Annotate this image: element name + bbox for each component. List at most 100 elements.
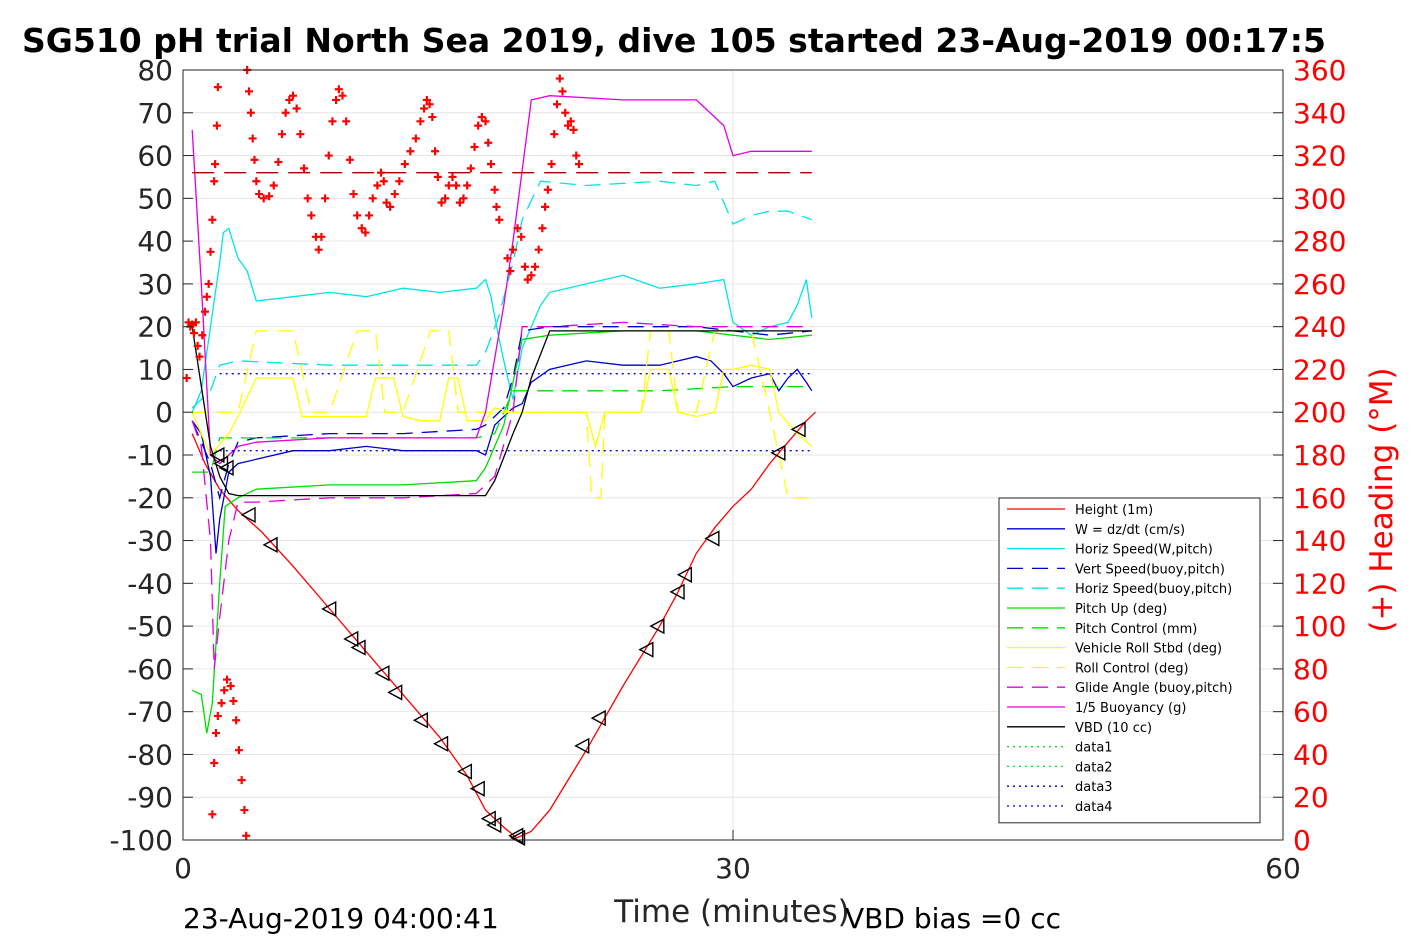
heading-point <box>232 716 241 725</box>
right-tick-label: 320 <box>1293 140 1346 173</box>
heading-point <box>495 215 504 224</box>
profile-marker <box>469 780 485 797</box>
profile-marker <box>790 421 806 438</box>
legend-label: data2 <box>1075 760 1113 775</box>
series-roll-control-deg- <box>192 330 812 499</box>
heading-point <box>193 341 202 350</box>
left-tick-label: -20 <box>127 482 173 515</box>
profile-marker <box>209 446 225 464</box>
heading-point <box>531 262 539 271</box>
profile-marker <box>480 810 496 827</box>
left-tick-label: -50 <box>127 610 173 643</box>
left-tick-label: 30 <box>137 268 173 301</box>
x-axis-ticks: 0 30 60 <box>174 830 1301 885</box>
right-tick-label: 20 <box>1293 781 1329 814</box>
heading-point <box>425 100 434 109</box>
profile-marker <box>343 630 359 648</box>
profile-marker <box>510 829 526 847</box>
left-tick-label: -30 <box>127 525 173 558</box>
series-layer <box>191 95 816 839</box>
profile-marker <box>486 816 502 834</box>
profile-marker <box>240 506 256 524</box>
left-tick-label: -100 <box>109 824 173 857</box>
heading-point <box>513 224 522 233</box>
heading-point <box>265 192 274 201</box>
right-tick-label: 100 <box>1293 610 1346 643</box>
heading-point <box>342 117 351 126</box>
legend-label: data4 <box>1075 800 1113 815</box>
right-tick-label: 80 <box>1293 653 1329 686</box>
left-tick-label: 60 <box>137 140 173 173</box>
heading-point <box>289 91 297 100</box>
right-tick-label: 200 <box>1293 396 1346 429</box>
heading-point <box>198 331 207 340</box>
heading-point <box>377 168 385 177</box>
x-tick-label: 30 <box>715 852 751 885</box>
profile-marker <box>508 827 524 844</box>
series-horiz-speed-w-pitch- <box>191 227 813 413</box>
series-height-1m- <box>191 411 816 839</box>
heading-point <box>332 95 341 104</box>
series-vert-speed-buoy-pitch- <box>191 326 812 501</box>
heading-point <box>285 95 294 104</box>
heading-point <box>229 696 238 705</box>
right-axis-ticks: 0 20 40 60 80 100 120 140 160 180 200 220 240 260 280 3… <box>1273 54 1346 857</box>
heading-point <box>420 104 429 113</box>
heading-point <box>226 682 235 690</box>
heading-point <box>441 194 450 203</box>
right-tick-label: 60 <box>1293 696 1329 729</box>
series-1-5-buoyancy-g- <box>191 95 812 465</box>
heading-point <box>466 164 475 173</box>
heading-point <box>217 699 226 708</box>
profile-marker <box>412 712 429 729</box>
heading-point <box>484 138 493 147</box>
heading-point <box>296 130 305 139</box>
heading-point <box>543 185 552 194</box>
right-tick-label: 340 <box>1293 97 1346 130</box>
heading-point <box>474 121 483 130</box>
heading-point <box>566 117 575 126</box>
heading-point <box>250 155 259 164</box>
heading-point <box>208 215 217 224</box>
heading-point <box>553 100 561 109</box>
legend-label: 1/5 Buoyancy (g) <box>1075 701 1186 716</box>
heading-point <box>411 134 420 143</box>
legend-box <box>998 497 1261 824</box>
legend-label: Glide Angle (buoy,pitch) <box>1075 681 1233 696</box>
heading-point <box>569 125 578 134</box>
legend-label: Height (1m) <box>1075 503 1153 518</box>
heading-point <box>406 147 415 156</box>
heading-point <box>547 160 556 169</box>
heading-point <box>572 151 581 160</box>
legend-label: W = dz/dt (cm/s) <box>1075 523 1185 538</box>
right-tick-label: 120 <box>1293 567 1346 600</box>
heading-point <box>534 245 543 254</box>
left-tick-label: -10 <box>127 439 173 472</box>
heading-point <box>212 121 221 130</box>
legend-label: Pitch Up (deg) <box>1075 602 1167 617</box>
left-axis-ticks: -100-90-80-70-60-50-40-30-20-10010203040… <box>109 54 193 857</box>
heading-point <box>314 245 323 254</box>
profile-marker <box>374 664 390 682</box>
legend-label: Horiz Speed(W,pitch) <box>1075 543 1213 558</box>
profile-marker <box>387 684 403 701</box>
left-tick-label: -90 <box>127 781 173 814</box>
legend-label: data3 <box>1075 780 1113 795</box>
heading-point <box>246 108 255 117</box>
legend-label: VBD (10 cc) <box>1075 721 1152 736</box>
profile-marker <box>638 641 654 658</box>
heading-point <box>281 108 290 117</box>
right-tick-label: 360 <box>1293 54 1346 87</box>
left-tick-label: 50 <box>137 182 173 215</box>
heading-point <box>240 806 249 815</box>
heading-point <box>492 202 501 211</box>
heading-point <box>452 181 461 190</box>
left-tick-label: 70 <box>137 97 173 130</box>
heading-point <box>210 177 219 186</box>
heading-point <box>361 228 370 237</box>
profile-marker <box>704 530 720 547</box>
profile-markers <box>209 421 806 847</box>
legend-label: Horiz Speed(buoy,pitch) <box>1075 582 1232 597</box>
heading-point <box>463 181 472 190</box>
